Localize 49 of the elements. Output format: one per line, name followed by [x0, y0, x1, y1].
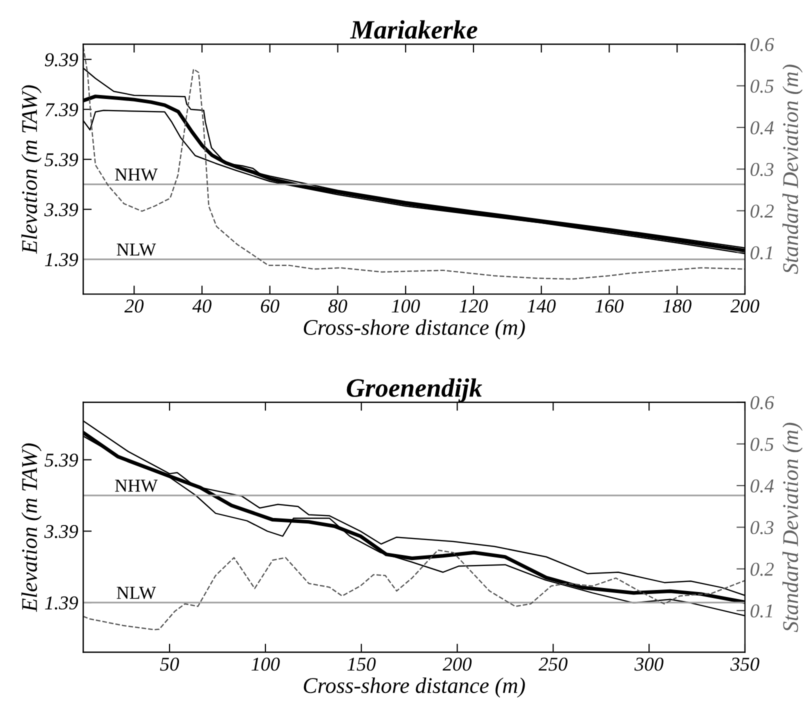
y2-tick-label: 0.5: [750, 438, 774, 451]
y2-axis-title: Standard Deviation (m): [782, 64, 803, 274]
y-tick-label: 7.39: [45, 103, 78, 116]
x-tick-label: 180: [663, 299, 692, 313]
x-tick-label: 60: [260, 299, 280, 313]
x-tick-label: 80: [328, 299, 348, 313]
y-tick-label: 3.39: [44, 203, 78, 216]
y-tick-label: 3.39: [44, 525, 78, 538]
y2-tick-label: 0.6: [750, 38, 774, 52]
y2-tick-label: 0.1: [750, 246, 772, 260]
y2-tick-label: 0.2: [750, 204, 774, 218]
x-tick-label: 120: [460, 299, 488, 313]
x-tick-label: 250: [538, 658, 568, 671]
ref-line-label: NHW: [115, 480, 158, 492]
y2-tick-label: 0.4: [750, 479, 774, 493]
x-tick-label: 200: [730, 299, 760, 313]
x-axis-title: Cross-shore distance (m): [304, 319, 525, 340]
y2-tick-label: 0.3: [750, 521, 774, 534]
x-tick-label: 300: [634, 658, 664, 671]
y-tick-label: 9.39: [44, 53, 78, 66]
chart-title: Groenendijk: [346, 378, 482, 402]
ref-line-label: NLW: [116, 586, 156, 599]
x-tick-label: 140: [527, 299, 556, 313]
y-tick-label: 5.39: [44, 454, 78, 467]
y2-tick-label: 0.4: [750, 121, 774, 134]
x-tick-label: 40: [192, 299, 212, 313]
ref-line-label: NHW: [115, 168, 158, 181]
y-tick-label: 5.39: [44, 153, 78, 166]
x-tick-label: 150: [347, 658, 376, 671]
x-tick-label: 160: [595, 299, 624, 313]
y2-axis-title: Standard Deviation (m): [782, 422, 803, 632]
y2-tick-label: 0.1: [750, 604, 772, 618]
x-tick-label: 100: [392, 299, 420, 313]
y-tick-label: 1.39: [45, 596, 78, 610]
y-tick-label: 1.39: [45, 253, 78, 266]
chart-title: Mariakerke: [350, 20, 478, 39]
x-tick-label: 350: [730, 658, 760, 671]
y-axis-title: Elevation (m TAW): [21, 443, 42, 612]
x-tick-label: 200: [442, 658, 472, 671]
x-tick-label: 100: [252, 658, 280, 671]
x-tick-label: 50: [160, 658, 180, 671]
y-axis-title: Elevation (m TAW): [21, 85, 42, 254]
x-tick-label: 20: [124, 299, 144, 313]
y2-tick-label: 0.6: [750, 396, 774, 410]
x-axis-title: Cross-shore distance (m): [304, 677, 525, 698]
ref-line-label: NLW: [116, 244, 156, 256]
y2-tick-label: 0.3: [750, 162, 774, 176]
y2-tick-label: 0.2: [750, 562, 774, 576]
y2-tick-label: 0.5: [750, 80, 774, 93]
